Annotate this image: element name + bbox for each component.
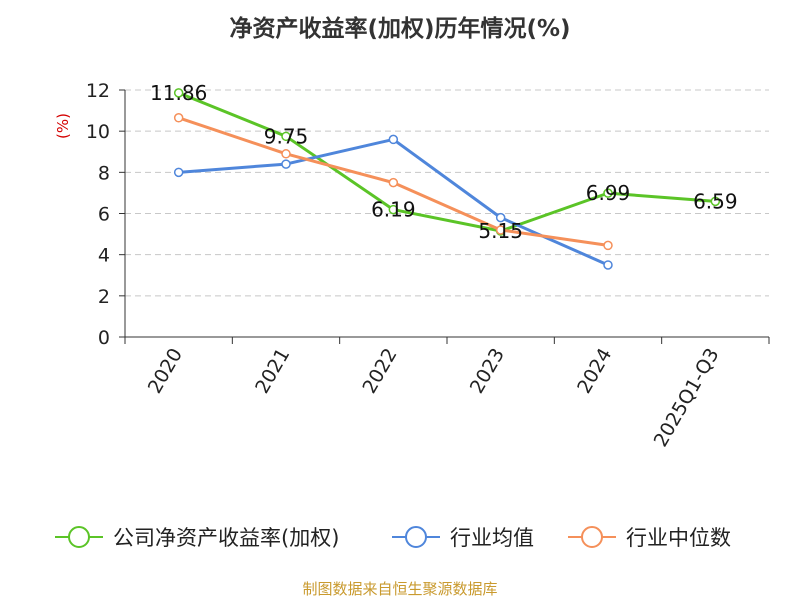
x-tick-label: 2025Q1-Q3 <box>650 345 724 451</box>
data-point[interactable] <box>388 134 399 145</box>
legend-label: 公司净资产收益率(加权) <box>113 526 339 550</box>
data-point[interactable] <box>603 260 613 270</box>
legend-item-0[interactable]: 公司净资产收益率(加权) <box>55 526 339 550</box>
data-label: 9.75 <box>264 124 309 148</box>
x-tick-label: 2023 <box>466 344 509 397</box>
data-point[interactable] <box>388 177 399 188</box>
axes <box>119 89 770 344</box>
data-point[interactable] <box>281 149 291 159</box>
data-point[interactable] <box>495 225 506 235</box>
data-point[interactable] <box>173 88 184 98</box>
data-labels: 11.86 9.75 6.19 5.15 6.99 6.59 <box>150 81 738 243</box>
chart-title: 净资产收益率(加权)历年情况(%) <box>229 15 570 42</box>
x-tick-label: 2022 <box>358 345 401 398</box>
y-tick-label: 2 <box>98 286 110 308</box>
series-line <box>178 91 716 233</box>
x-tick-label: 2024 <box>573 345 616 398</box>
data-point[interactable] <box>173 113 184 123</box>
source-note: 制图数据来自恒生聚源数据库 <box>302 580 497 598</box>
x-tick-labels: 2020 2021 2022 2023 2024 2025Q1-Q3 <box>144 344 724 450</box>
series-2 <box>173 113 613 251</box>
series-lines <box>173 88 721 270</box>
series-1 <box>173 134 613 270</box>
legend-item-2[interactable]: 行业中位数 <box>568 526 731 550</box>
y-tick-label: 12 <box>86 80 110 102</box>
data-point[interactable] <box>388 204 399 215</box>
legend: 公司净资产收益率(加权) 行业均值 行业中位数 <box>55 526 731 550</box>
data-label: 6.19 <box>371 198 416 222</box>
data-point[interactable] <box>603 240 613 251</box>
data-point[interactable] <box>710 196 721 207</box>
y-tick-label: 0 <box>98 327 110 349</box>
data-point[interactable] <box>495 212 506 223</box>
legend-item-1[interactable]: 行业均值 <box>392 526 534 550</box>
data-label: 6.59 <box>693 189 738 213</box>
legend-marker <box>68 526 90 548</box>
x-tick-label: 2021 <box>251 345 294 398</box>
y-axis-unit-label: (%) <box>54 113 72 139</box>
data-point[interactable] <box>173 167 184 178</box>
legend-marker <box>405 526 427 548</box>
data-point[interactable] <box>281 131 291 142</box>
legend-marker <box>581 526 603 548</box>
legend-label: 行业均值 <box>450 526 534 550</box>
grid-lines <box>125 89 769 297</box>
y-tick-label: 4 <box>98 245 110 267</box>
data-point[interactable] <box>603 188 613 198</box>
data-point[interactable] <box>281 159 291 169</box>
legend-label: 行业中位数 <box>626 526 731 550</box>
y-tick-labels: 0 2 4 6 8 10 12 <box>86 80 110 349</box>
data-label: 5.15 <box>478 219 523 243</box>
y-tick-label: 6 <box>98 204 110 226</box>
y-tick-label: 10 <box>86 121 110 143</box>
data-label: 11.86 <box>150 81 207 105</box>
x-tick-label: 2020 <box>144 345 187 398</box>
data-label: 6.99 <box>586 181 631 205</box>
y-tick-label: 8 <box>98 162 110 184</box>
